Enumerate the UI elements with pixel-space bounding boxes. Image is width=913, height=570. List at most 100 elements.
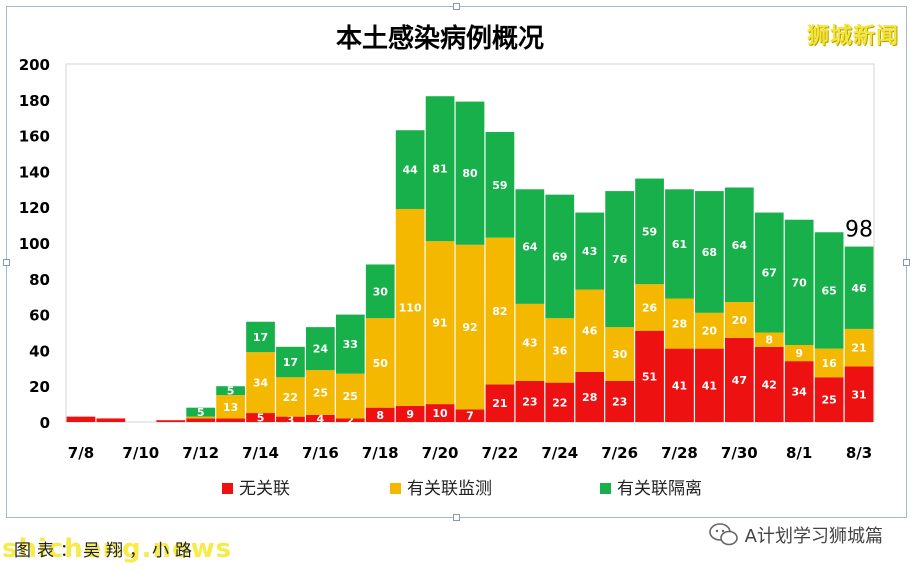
data-label: 80 <box>462 167 478 180</box>
bar-segment <box>695 191 724 313</box>
resize-handle-left[interactable] <box>3 259 10 266</box>
bar-segment <box>754 212 784 333</box>
bar-segment <box>575 289 605 372</box>
resize-handle-right[interactable] <box>903 259 910 266</box>
bar-segment <box>276 416 305 422</box>
x-tick-label: 7/28 <box>661 444 698 462</box>
data-label: 2 <box>346 414 354 427</box>
bar-segment <box>216 386 245 396</box>
data-label: 33 <box>343 338 358 351</box>
y-tick-label: 200 <box>19 56 50 74</box>
data-label: 16 <box>821 357 837 370</box>
x-tick-label: 7/26 <box>601 444 638 462</box>
wechat-account-name: A计划学习狮城篇 <box>744 526 883 547</box>
legend-label: 有关联隔离 <box>617 479 702 499</box>
data-label: 64 <box>522 241 538 254</box>
resize-handle-bottom[interactable] <box>453 514 460 521</box>
bar-segment <box>515 380 545 422</box>
bar-segment <box>784 345 814 362</box>
data-label: 8 <box>376 409 384 422</box>
bar-segment <box>635 284 664 331</box>
bar-segment <box>365 407 395 422</box>
resize-handle-top[interactable] <box>453 3 460 10</box>
bar-segment <box>455 101 485 245</box>
data-label: 68 <box>702 246 717 259</box>
bar-segment <box>306 414 335 422</box>
y-tick-label: 0 <box>40 414 50 432</box>
bar-segment <box>665 189 694 299</box>
chart-credit: 图表：吴翔，小路 <box>14 541 198 561</box>
legend-swatch <box>390 483 401 494</box>
data-label: 25 <box>821 394 836 407</box>
legend-label: 有关联监测 <box>407 479 492 499</box>
y-tick-label: 80 <box>29 271 50 289</box>
data-label: 82 <box>492 305 507 318</box>
bar-segment <box>844 328 874 367</box>
bar-segment <box>96 418 126 422</box>
x-tick-label: 7/30 <box>721 444 758 462</box>
x-tick-label: 7/8 <box>68 444 94 462</box>
data-label: 9 <box>406 408 414 421</box>
bar-segment <box>844 366 874 422</box>
bar-segment <box>246 321 275 353</box>
brand-logo-text: 狮城新闻 <box>806 24 899 49</box>
y-tick-label: 40 <box>29 342 50 360</box>
x-tick-label: 7/20 <box>422 444 459 462</box>
bar-segment <box>635 178 664 285</box>
data-label: 23 <box>522 395 537 408</box>
bar-segment <box>814 348 844 378</box>
data-label: 41 <box>672 379 687 392</box>
bar-segment <box>724 187 754 303</box>
data-label: 4 <box>317 412 325 425</box>
data-label: 42 <box>762 378 777 391</box>
data-label: 46 <box>582 325 598 338</box>
x-tick-label: 7/16 <box>302 444 339 462</box>
bar-segment <box>575 371 605 422</box>
bar-segment <box>246 352 275 414</box>
bar-segment <box>575 212 605 290</box>
data-label: 61 <box>672 238 687 251</box>
data-label: 41 <box>702 379 717 392</box>
x-axis: 7/8 7/10 7/12 7/14 7/16 7/18 7/20 7/22 7/24 7/26 7… <box>68 444 872 462</box>
bar-segment <box>545 194 575 319</box>
bar-segment <box>186 416 216 419</box>
bar-segment <box>515 303 545 381</box>
y-tick-label: 20 <box>29 378 50 396</box>
y-tick-label: 120 <box>19 199 50 217</box>
data-label: 21 <box>492 397 507 410</box>
bar-segment <box>455 244 485 410</box>
bar-segment <box>515 189 545 304</box>
data-label: 26 <box>642 301 658 314</box>
data-label: 21 <box>851 342 866 355</box>
stacked-bar-chart: 5 135534173221742524225338503091104410918… <box>19 56 875 499</box>
data-label: 8 <box>765 334 773 347</box>
data-label: 20 <box>732 314 748 327</box>
bar-segment <box>395 130 425 209</box>
bar-segment <box>425 96 455 242</box>
data-label: 70 <box>792 276 808 289</box>
data-label: 34 <box>253 377 269 390</box>
wechat-account-badge[interactable]: A计划学习狮城篇 <box>708 522 883 548</box>
legend: 无关联 有关联监测 有关联隔离 <box>222 479 702 499</box>
chart-title: 本土感染病例概况 <box>335 24 544 54</box>
bar-segment <box>485 237 515 385</box>
bar-segment <box>66 416 96 422</box>
data-label: 23 <box>612 395 627 408</box>
y-axis: 0 20 40 60 80 100 120 140 160 180 200 <box>19 56 50 432</box>
bar-segment <box>216 395 245 419</box>
legend-label: 无关联 <box>239 479 290 499</box>
data-label: 30 <box>612 348 628 361</box>
bar-segment <box>395 208 425 406</box>
data-label: 44 <box>402 164 418 177</box>
wechat-icon <box>708 522 739 548</box>
data-label: 69 <box>552 250 567 263</box>
y-tick-label: 100 <box>19 235 50 253</box>
data-label: 24 <box>313 343 329 356</box>
data-label: 51 <box>642 370 657 383</box>
data-label: 36 <box>552 344 568 357</box>
data-label: 76 <box>612 253 628 266</box>
bar-segment <box>485 132 515 238</box>
bar-segment <box>186 407 216 417</box>
bar-segment <box>335 373 365 419</box>
data-label: 110 <box>399 301 422 314</box>
